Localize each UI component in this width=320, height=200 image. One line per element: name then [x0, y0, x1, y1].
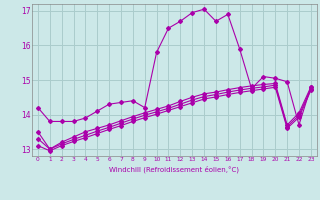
X-axis label: Windchill (Refroidissement éolien,°C): Windchill (Refroidissement éolien,°C)	[109, 165, 239, 173]
